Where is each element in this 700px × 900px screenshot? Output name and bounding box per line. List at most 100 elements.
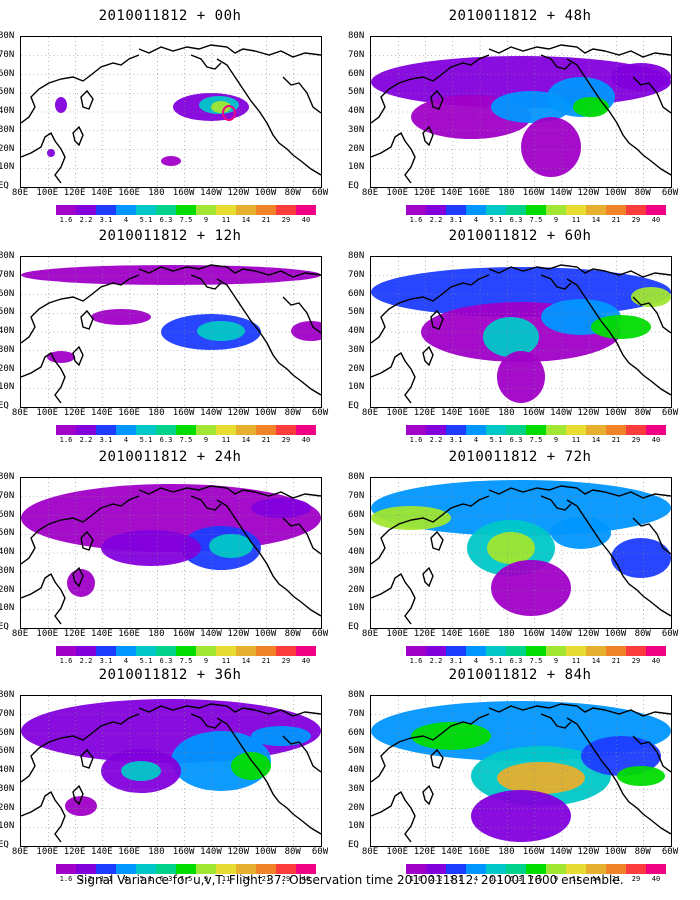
variance-contour [209, 534, 253, 558]
longitude-axis: 80E 100E 120E 140E 160E 180 160W 140W 120W 100W 80… [6, 847, 336, 857]
latitude-label: 30N [0, 124, 15, 135]
colorbar-swatch [546, 425, 566, 435]
colorbar-label: 4 [473, 216, 479, 224]
colorbar-label: 3.1 [99, 875, 113, 883]
colorbar-swatch [406, 864, 426, 874]
colorbar-label: 5.1 [139, 875, 153, 883]
latitude-label: 10N [0, 162, 15, 173]
colorbar-swatch [526, 646, 546, 656]
colorbar-swatch [296, 864, 316, 874]
colorbar-label: 2.2 [429, 875, 443, 883]
latitude-label: 30N [348, 344, 365, 355]
colorbar-label: 21 [261, 657, 271, 665]
latitude-label: EQ [348, 181, 359, 191]
colorbar-label: 29 [281, 216, 291, 224]
colorbar-label: 21 [611, 216, 621, 224]
colorbar-label: 11 [571, 436, 581, 444]
colorbar-swatch [56, 864, 76, 874]
latitude-label: 60N [0, 288, 15, 299]
variance-contour [483, 317, 539, 357]
colorbar [406, 425, 666, 435]
latitude-label: 10N [0, 382, 15, 393]
colorbar-swatch [406, 205, 426, 215]
colorbar-swatch [196, 864, 216, 874]
colorbar-label: 40 [651, 216, 661, 224]
variance-contour [611, 538, 671, 578]
colorbar-swatch [486, 205, 506, 215]
variance-contour [487, 532, 535, 564]
longitude-label: 120W [227, 408, 250, 418]
latitude-label: 30N [348, 565, 365, 576]
colorbar-swatch [466, 864, 486, 874]
latitude-label: 60N [0, 68, 15, 79]
variance-contour [251, 498, 311, 518]
longitude-axis: 80E 100E 120E 140E 160E 180 160W 140W 120W 100W 80… [6, 188, 336, 198]
map-panel: 2010011812 + 00h 80N 70N 60N 50N 40N 30N 20N 10N… [0, 8, 330, 224]
latitude-label: 60N [0, 727, 15, 738]
latitude-label: 60N [0, 509, 15, 520]
colorbar-swatch [526, 864, 546, 874]
colorbar-swatch [466, 425, 486, 435]
map-panel: 2010011812 + 36h 80N 70N 60N 50N 40N 30N 20N 10N… [0, 667, 330, 883]
longitude-axis: 80E 100E 120E 140E 160E 180 160W 140W 120W 100W 80… [6, 629, 336, 639]
colorbar-label: 4 [123, 875, 129, 883]
colorbar-label: 5.1 [489, 875, 503, 883]
colorbar [406, 646, 666, 656]
colorbar-label: 1.6 [409, 216, 423, 224]
colorbar-swatch [646, 425, 666, 435]
longitude-label: 160E [468, 629, 490, 639]
longitude-label: 100W [254, 408, 277, 418]
coastline [371, 485, 671, 625]
colorbar-swatch [236, 425, 256, 435]
longitude-label: 100E [386, 629, 409, 639]
colorbar-label: 5.1 [489, 657, 503, 665]
longitude-label: 80E [11, 188, 29, 198]
colorbar-swatch [646, 864, 666, 874]
variance-contour [161, 156, 181, 166]
variance-contour [573, 97, 609, 117]
coastline [371, 264, 671, 404]
colorbar-label: 7.5 [179, 875, 193, 883]
colorbar-swatch [586, 205, 606, 215]
longitude-label: 100W [604, 629, 627, 639]
longitude-label: 160E [118, 188, 140, 198]
colorbar-swatch [646, 205, 666, 215]
variance-map-svg [21, 696, 321, 846]
colorbar-label: 21 [261, 875, 271, 883]
longitude-label: 180 [148, 847, 165, 857]
variance-contour [631, 287, 671, 307]
longitude-label: 160W [172, 629, 195, 639]
colorbar-swatch [546, 205, 566, 215]
latitude-label: 80N [348, 690, 365, 700]
colorbar-label: 29 [631, 216, 641, 224]
longitude-label: 160E [468, 408, 490, 418]
colorbar-swatch [76, 425, 96, 435]
variance-contour [55, 97, 67, 113]
longitude-label: 140E [90, 188, 113, 198]
colorbar-swatch [486, 864, 506, 874]
colorbar-swatch [296, 425, 316, 435]
colorbar [406, 864, 666, 874]
colorbar-label: 5.1 [139, 436, 153, 444]
longitude-label: 160W [522, 847, 545, 857]
colorbar-label: 3.1 [449, 216, 463, 224]
colorbar-label: 29 [631, 657, 641, 665]
colorbar-swatch [216, 864, 236, 874]
latitude-label: 30N [348, 124, 365, 135]
longitude-label: 60W [661, 188, 679, 198]
colorbar-swatch [116, 425, 136, 435]
colorbar-swatch [276, 864, 296, 874]
longitude-label: 140W [200, 847, 222, 857]
longitude-label: 160E [118, 629, 140, 639]
latitude-label: 80N [348, 472, 365, 482]
colorbar-label: 7.5 [529, 657, 543, 665]
longitude-label: 120E [413, 408, 436, 418]
variance-contour [291, 321, 321, 341]
colorbar-label: 11 [571, 657, 581, 665]
map-panel: 2010011812 + 24h 80N 70N 60N 50N 40N 30N 20N 10N… [0, 449, 330, 665]
colorbar-swatch [176, 205, 196, 215]
coastline [21, 44, 321, 184]
colorbar-swatch [136, 425, 156, 435]
latitude-label: 20N [0, 802, 15, 813]
colorbar-swatch [56, 205, 76, 215]
